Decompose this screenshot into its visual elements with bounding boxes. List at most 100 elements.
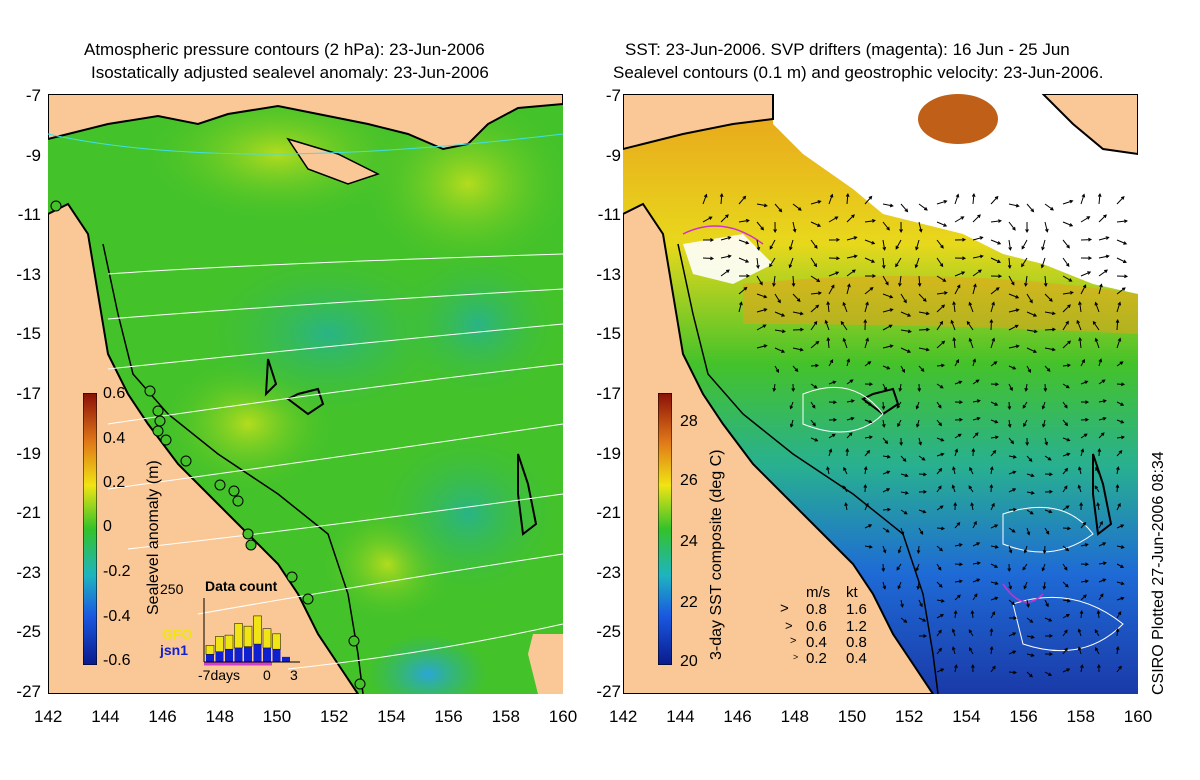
velocity-arrow: [1044, 634, 1054, 638]
inset-ymax: 250: [160, 581, 184, 597]
velocity-arrow: [864, 382, 874, 387]
velocity-arrow: [968, 337, 974, 349]
velocity-arrow: [1116, 466, 1120, 475]
sst-colorbar-tick-28: 28: [680, 413, 698, 430]
velocity-arrow: [882, 365, 891, 370]
velocity-arrow: [846, 214, 855, 223]
velocity-arrow: [1026, 473, 1035, 478]
velocity-arrow: [972, 236, 984, 241]
velocity-arrow: [789, 401, 794, 410]
velocity-arrow: [936, 668, 945, 673]
velocity-arrow: [936, 320, 944, 331]
velocity-arrow: [968, 301, 974, 313]
velocity-arrow: [1024, 383, 1029, 392]
velocity-arrow: [954, 417, 964, 422]
jsn1-bar: [253, 644, 262, 662]
velocity-arrow: [895, 257, 902, 268]
velocity-arrow: [918, 527, 924, 535]
velocity-arrow: [882, 507, 892, 512]
velocity-arrow: [953, 610, 958, 619]
velocity-arrow: [1044, 203, 1054, 211]
velocity-arrow: [900, 329, 912, 334]
jsn1-bar: [234, 647, 243, 662]
velocity-arrow: [1080, 358, 1085, 367]
left-y-tick: -13: [16, 264, 41, 284]
velocity-arrow: [1041, 563, 1046, 572]
velocity-arrow: [954, 562, 964, 567]
velocity-arrow: [972, 520, 977, 529]
gfo-bar: [234, 623, 243, 649]
velocity-arrow: [954, 664, 958, 673]
velocity-arrow: [791, 275, 796, 288]
jsn1-bar: [206, 654, 214, 662]
velocity-arrow: [1062, 647, 1068, 655]
velocity-arrow: [1062, 239, 1070, 249]
velocity-arrow: [882, 581, 887, 590]
velocity-arrow: [774, 311, 786, 317]
velocity-arrow: [989, 483, 994, 493]
velocity-arrow: [1021, 257, 1028, 268]
velocity-arrow: [954, 400, 964, 405]
velocity-arrow: [1026, 329, 1038, 334]
velocity-arrow: [1062, 221, 1074, 227]
velocity-arrow: [990, 435, 999, 440]
velocity-arrow: [972, 561, 981, 566]
velocity-arrow: [1022, 401, 1028, 409]
velocity-arrow: [954, 284, 961, 295]
jsn1-bar: [263, 647, 271, 662]
velocity-arrow: [936, 419, 943, 427]
velocity-arrow: [789, 419, 794, 428]
velocity-arrow: [1079, 501, 1084, 511]
velocity-arrow: [1026, 293, 1033, 304]
velocity-arrow: [1062, 505, 1070, 511]
right-title-line1: SST: 23-Jun-2006. SVP drifters (magenta)…: [625, 40, 1070, 59]
velocity-arrow: [864, 524, 873, 529]
velocity-arrow: [990, 287, 1000, 295]
velocity-arrow: [1008, 239, 1012, 251]
legend-kt-0.8: 0.8: [846, 634, 867, 651]
velocity-arrow: [1062, 563, 1068, 571]
left-y-tick: -25: [16, 622, 41, 642]
velocity-arrow: [882, 454, 891, 459]
velocity-arrow: [1080, 579, 1089, 584]
sst-colorbar-label: 3-day SST composite (deg C): [708, 449, 725, 660]
right-y-tick: -23: [596, 562, 621, 582]
velocity-arrow: [1080, 256, 1093, 260]
velocity-arrow: [1008, 599, 1016, 606]
velocity-arrow: [1008, 670, 1018, 675]
velocity-arrow: [900, 509, 908, 515]
velocity-arrow: [1042, 581, 1047, 590]
legend-kt-1.6: 1.6: [846, 601, 867, 618]
velocity-arrow: [810, 401, 816, 409]
left-x-tick: 152: [320, 707, 349, 726]
velocity-arrow: [989, 318, 994, 331]
velocity-arrow: [842, 337, 848, 349]
right-y-tick: -17: [596, 384, 621, 403]
velocity-arrow: [954, 433, 962, 439]
velocity-arrow: [1008, 324, 1019, 331]
velocity-arrow: [1098, 561, 1107, 566]
velocity-arrow: [1044, 311, 1056, 316]
sst-colorbar-tick-20: 20: [680, 653, 698, 670]
velocity-arrow: [954, 237, 967, 242]
velocity-arrow: [1080, 594, 1087, 601]
velocity-arrow: [882, 488, 891, 493]
sealevel-map-panel: [48, 94, 563, 694]
velocity-arrow: [1116, 545, 1125, 549]
velocity-arrow: [1096, 502, 1100, 511]
velocity-arrow: [864, 195, 873, 205]
velocity-arrow: [1062, 363, 1071, 368]
velocity-arrow: [954, 380, 963, 385]
velocity-arrow: [936, 545, 944, 552]
velocity-arrow: [990, 239, 1002, 245]
velocity-arrow: [826, 466, 830, 475]
velocity-arrow: [1097, 663, 1101, 673]
sealevel-map: [48, 94, 563, 694]
velocity-arrow: [844, 502, 848, 511]
velocity-arrow: [1044, 347, 1056, 352]
velocity-arrow: [1062, 383, 1070, 389]
legend-ms-0.4: 0.4: [806, 634, 827, 651]
velocity-arrow: [840, 320, 848, 331]
right-x-tick: 156: [1009, 707, 1038, 726]
left-x-tick: 156: [434, 707, 463, 726]
